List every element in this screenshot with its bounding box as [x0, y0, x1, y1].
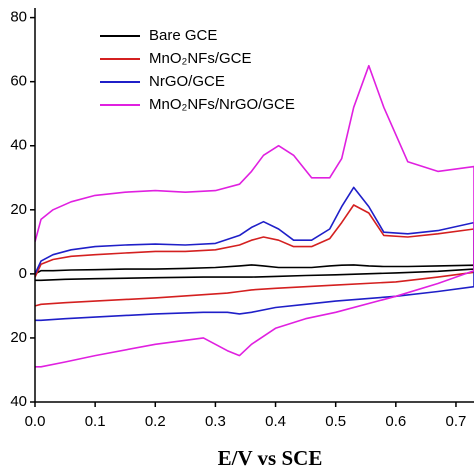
y-tick-label: 80 — [10, 9, 27, 26]
legend-label: Bare GCE — [149, 27, 217, 44]
x-tick-label: 0.1 — [85, 413, 106, 430]
legend-label: NrGO/GCE — [149, 73, 225, 90]
x-tick-label: 0.4 — [265, 413, 286, 430]
x-tick-label: 0.7 — [446, 413, 467, 430]
series-line — [35, 186, 474, 322]
x-tick-label: 0.0 — [25, 413, 46, 430]
x-axis-label: E/V vs SCE — [218, 446, 323, 470]
series-line — [35, 204, 474, 307]
plot-area — [35, 64, 474, 368]
x-tick-label: 0.6 — [385, 413, 406, 430]
legend-label: MnO₂NFs/NrGO/GCE — [149, 96, 295, 113]
y-tick-label: 60 — [10, 73, 27, 90]
y-tick-label: 40 — [10, 137, 27, 154]
legend-label: MnO₂NFs/GCE — [149, 50, 252, 67]
series-line — [35, 264, 474, 282]
series-line — [35, 64, 474, 368]
x-tick-label: 0.3 — [205, 413, 226, 430]
x-tick-label: 0.5 — [325, 413, 346, 430]
y-tick-label: 40 — [10, 393, 27, 410]
y-tick-label: 20 — [10, 329, 27, 346]
y-tick-label: 20 — [10, 201, 27, 218]
y-tick-label: 0 — [19, 265, 27, 282]
x-tick-label: 0.2 — [145, 413, 166, 430]
